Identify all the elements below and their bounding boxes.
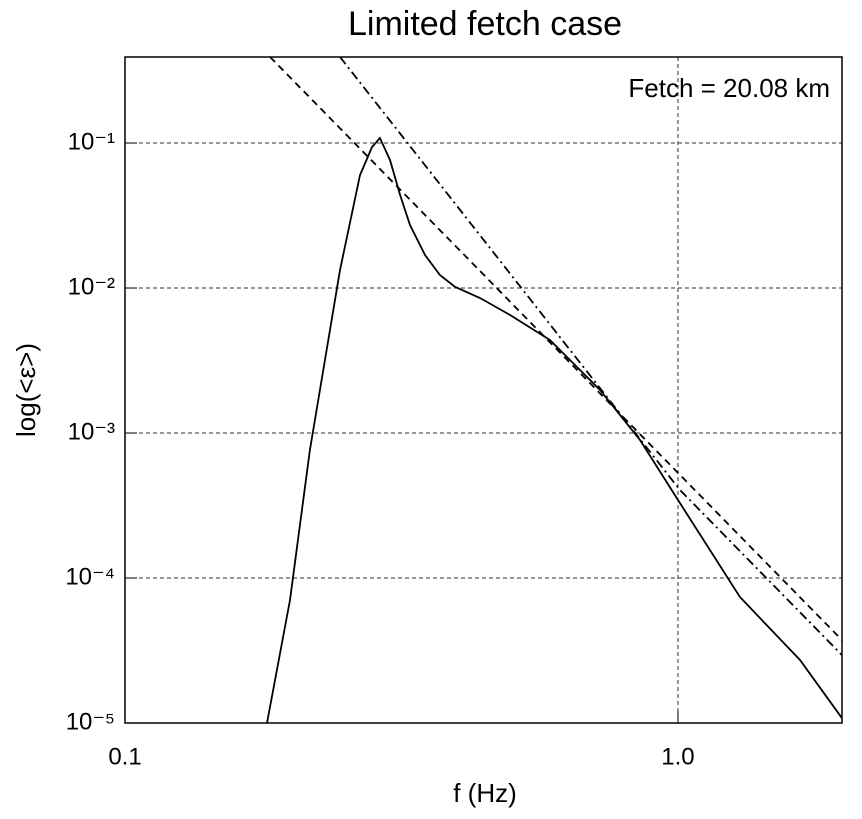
x-axis-label: f (Hz) [453,778,517,808]
y-tick-label: 10⁻² [68,273,115,300]
x-tick-label: 0.1 [108,743,141,770]
y-tick-label: 10⁻³ [68,418,115,445]
plot-frame [124,56,843,724]
annotation: Fetch = 20.08 km [628,73,830,103]
y-tick-label: 10⁻¹ [68,128,115,155]
y-tick-label: 10⁻⁴ [65,563,115,590]
data-line [269,57,842,641]
y-axis-label: log(<ε>) [11,343,41,437]
x-tick-label: 1.0 [661,743,694,770]
y-tick-label: 10⁻⁵ [66,708,115,735]
chart-title: Limited fetch case [348,5,622,43]
data-line [339,57,842,656]
data-line [266,136,842,723]
